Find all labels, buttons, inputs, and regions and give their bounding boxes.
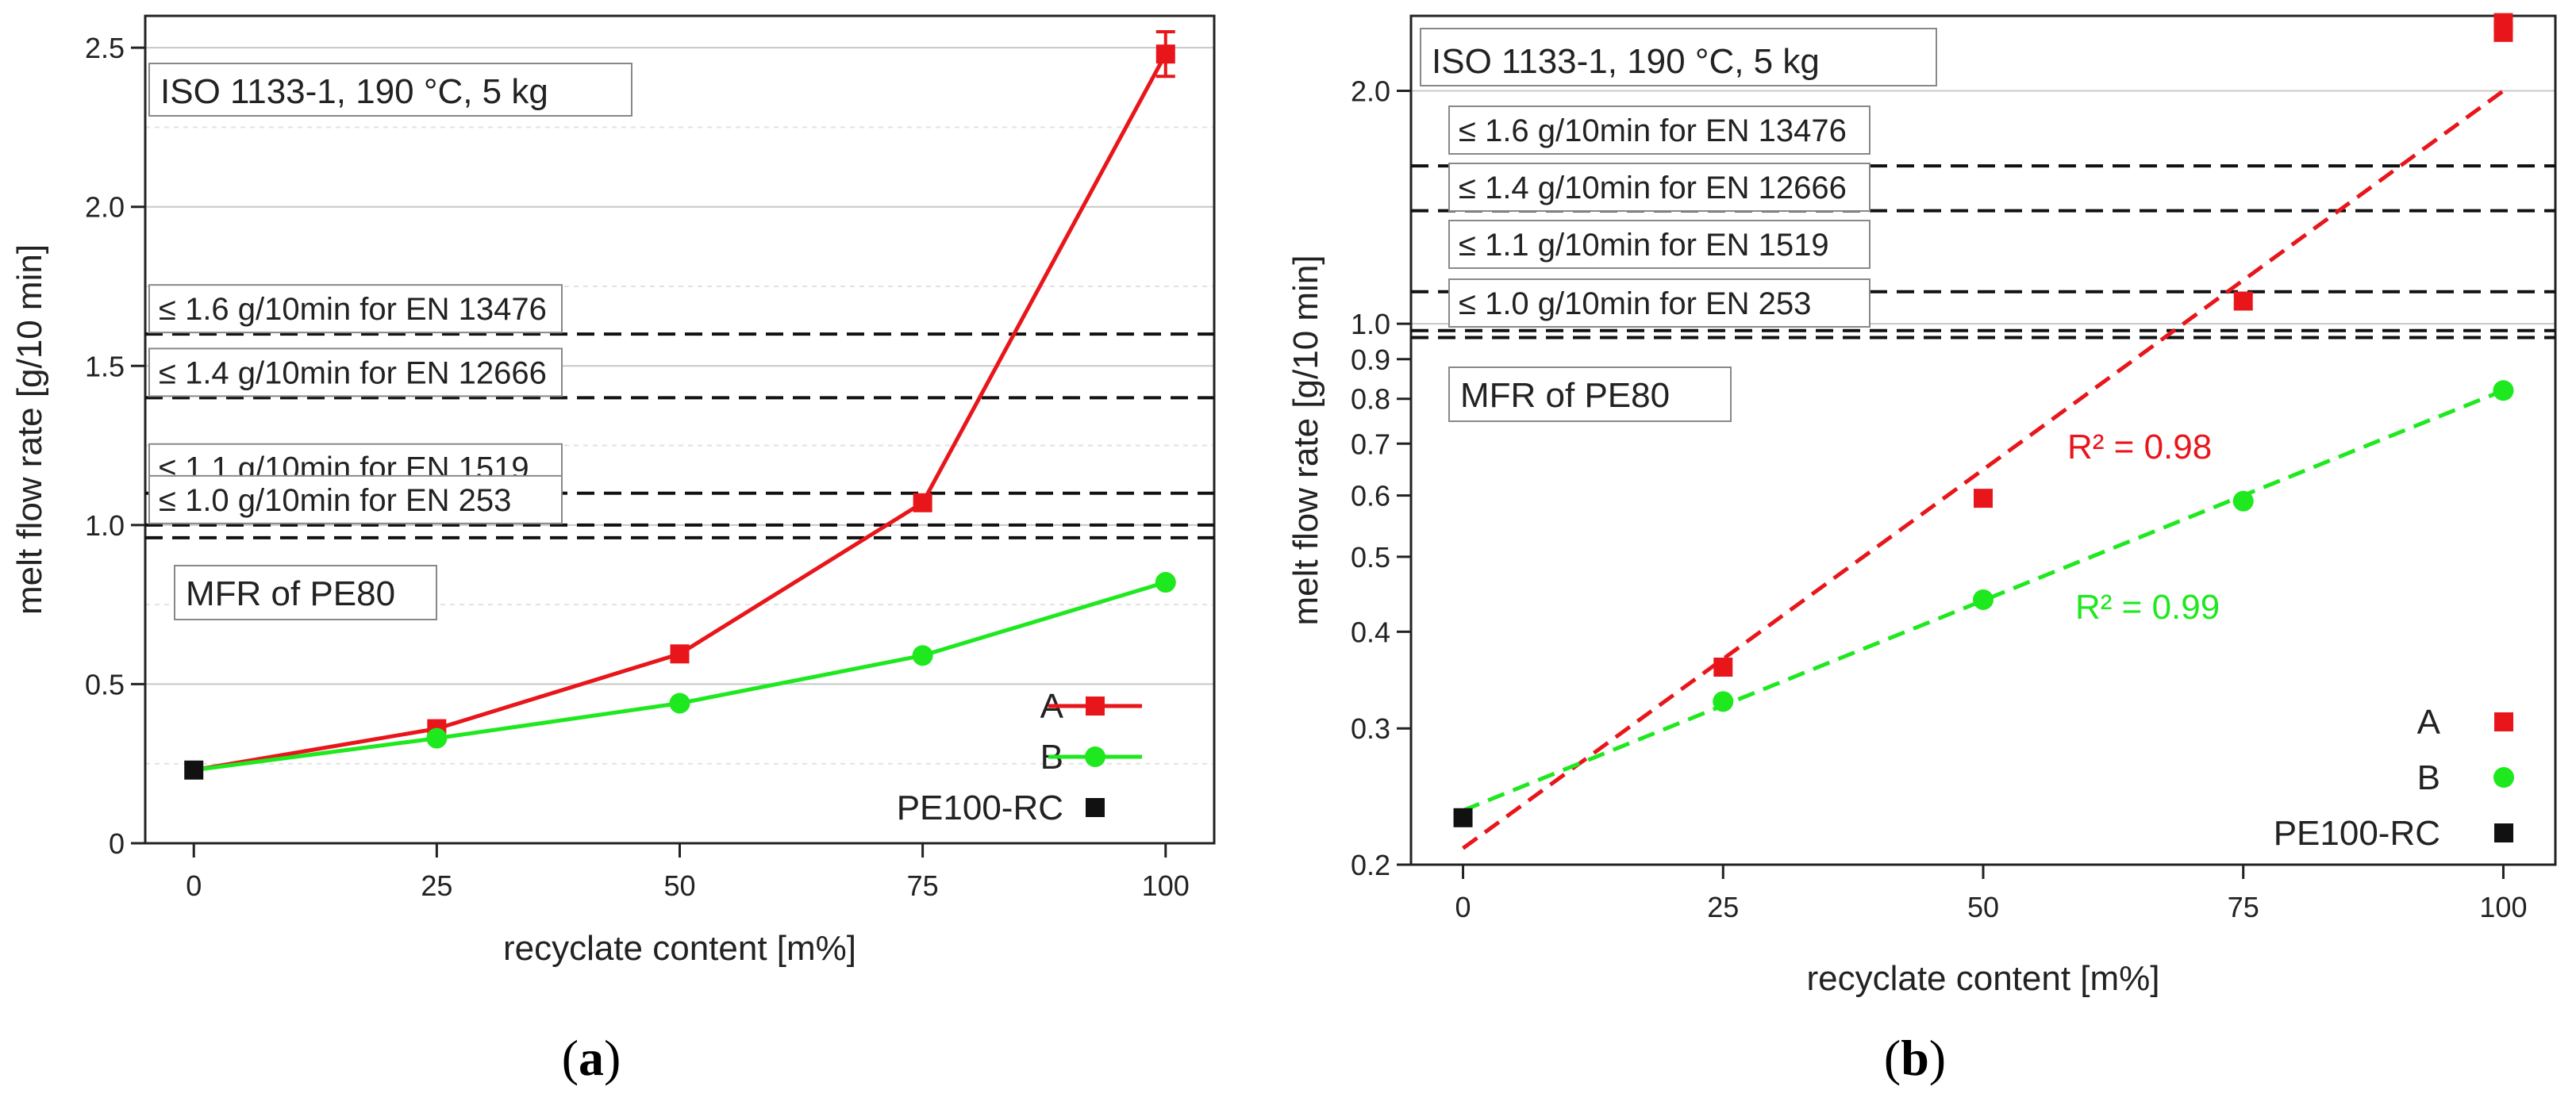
y-tick-label: 0.8 <box>1351 383 1390 416</box>
legend-marker-b <box>1085 746 1105 767</box>
legend-label-a: A <box>2417 703 2441 742</box>
data-point-a <box>1713 657 1733 677</box>
threshold-label: ≤ 1.1 g/10min for EN 1519 <box>1459 228 1829 263</box>
annotation-text: ISO 1133-1, 190 °C, 5 kg <box>160 72 548 111</box>
data-point-b <box>1973 589 1994 610</box>
annotation-text: ISO 1133-1, 190 °C, 5 kg <box>1432 42 1820 81</box>
threshold-label-box <box>1448 278 1870 328</box>
caption-letter: b <box>1901 1030 1929 1086</box>
y-tick-label: 0.2 <box>1351 849 1390 881</box>
threshold-label: ≤ 1.4 g/10min for EN 12666 <box>1459 171 1847 205</box>
threshold-label: ≤ 1.6 g/10min for EN 13476 <box>159 292 547 327</box>
x-tick-label: 100 <box>2479 891 2527 923</box>
panel-caption-b: (b) <box>1884 1030 1946 1086</box>
chart-panel-b: 0 25 50 75 100 0.2 0.3 0.4 0.5 0.6 0.7 0.8 0.91.0 2.0… <box>1286 13 2557 998</box>
threshold-label: ≤ 1.0 g/10min for EN 253 <box>1459 286 1811 321</box>
data-point-a <box>2493 13 2513 33</box>
threshold-label-box <box>148 474 563 524</box>
caption-paren: ) <box>1929 1030 1946 1086</box>
pe80-label: MFR of PE80 <box>1460 376 1670 415</box>
y-tick-label: 0.7 <box>1351 428 1390 460</box>
data-point-a <box>1155 44 1175 64</box>
threshold-label-box <box>1448 220 1870 269</box>
data-point-b <box>912 645 933 666</box>
data-point-a <box>670 644 690 664</box>
x-tick-label: 50 <box>1967 891 1999 923</box>
threshold-label: ≤ 1.4 g/10min for EN 12666 <box>159 355 547 390</box>
threshold-label-box <box>1448 163 1870 212</box>
threshold-label: ≤ 1.6 g/10min for EN 13476 <box>1459 113 1847 148</box>
y-tick-label: 0.3 <box>1351 712 1390 745</box>
x-tick-label: 25 <box>421 869 452 902</box>
data-point-pe100-rc <box>184 760 204 780</box>
legend-marker-b <box>2493 767 2514 788</box>
annotation-box <box>1420 28 1937 86</box>
threshold-label: ≤ 1.0 g/10min for EN 253 <box>159 483 511 518</box>
legend-label-pe100-rc: PE100-RC <box>2274 814 2440 853</box>
pe80-label-box <box>1448 366 1732 422</box>
pe80-label-box <box>174 565 437 620</box>
r2-label-b: R² = 0.99 <box>2075 588 2220 627</box>
x-tick-label: 0 <box>186 869 202 902</box>
x-axis-title: recyclate content [m%] <box>503 929 856 968</box>
legend-marker-a <box>2494 712 2513 731</box>
x-tick-label: 0 <box>1455 891 1471 923</box>
data-point-b <box>426 727 448 749</box>
y-axis-title: melt flow rate [g/10 min] <box>1286 255 1325 625</box>
data-point-b <box>1713 691 1734 712</box>
legend-marker-pe100-rc <box>1086 798 1105 817</box>
data-point-b <box>2493 380 2514 401</box>
caption-paren: ( <box>1884 1030 1901 1086</box>
legend-marker-pe100-rc <box>2494 823 2513 842</box>
y-tick-label: 2.0 <box>1351 75 1390 108</box>
x-tick-label: 50 <box>663 869 695 902</box>
x-tick-label: 75 <box>907 869 939 902</box>
y-tick-label: 2.0 <box>85 191 125 224</box>
legend-label-b: B <box>2417 758 2440 797</box>
y-tick-label: 1.0 <box>1351 308 1390 340</box>
threshold-label-box <box>148 284 563 334</box>
y-tick-label: 0.5 <box>85 668 125 700</box>
data-point-b <box>2232 490 2254 512</box>
caption-paren: ( <box>562 1030 579 1086</box>
data-point-a <box>1974 489 1993 508</box>
y-tick-label: 0.5 <box>1351 541 1390 574</box>
panel-caption-a: (a) <box>562 1030 621 1086</box>
data-point-a <box>913 493 932 512</box>
threshold-label-box <box>148 347 563 397</box>
x-tick-label: 75 <box>2228 891 2259 923</box>
r2-label-a: R² = 0.98 <box>2067 428 2212 466</box>
legend-marker-a <box>1086 696 1105 716</box>
legend: AB PE100-RC <box>2274 703 2514 853</box>
caption-letter: a <box>579 1030 604 1086</box>
y-tick-label: 1.5 <box>85 350 125 382</box>
chart-panel-a: 0 25 50 75 100 0 0.5 1.0 1.5 2.0 2.5 recyclate cont… <box>10 14 1216 968</box>
y-tick-label: 1.0 <box>85 509 125 542</box>
threshold-label-box <box>1448 106 1870 155</box>
data-point-a <box>2233 291 2253 311</box>
data-point-b <box>1155 572 1176 593</box>
caption-paren: ) <box>604 1030 621 1086</box>
y-tick-label: 0.6 <box>1351 480 1390 512</box>
x-tick-label: 100 <box>1142 869 1190 902</box>
legend-label-pe100-rc: PE100-RC <box>897 789 1063 827</box>
y-tick-label: 0.9 <box>1351 343 1390 376</box>
annotation-box <box>148 63 632 117</box>
data-point-pe100-rc <box>1453 808 1473 827</box>
pe80-label: MFR of PE80 <box>186 574 395 613</box>
y-axis-title: melt flow rate [g/10 min] <box>10 244 49 615</box>
y-tick-label: 0.4 <box>1351 616 1390 648</box>
data-point-b <box>669 693 690 714</box>
x-tick-label: 25 <box>1707 891 1739 923</box>
x-axis-title: recyclate content [m%] <box>1806 959 2159 998</box>
y-tick-label: 0 <box>109 827 125 860</box>
y-tick-label: 2.5 <box>85 32 125 64</box>
